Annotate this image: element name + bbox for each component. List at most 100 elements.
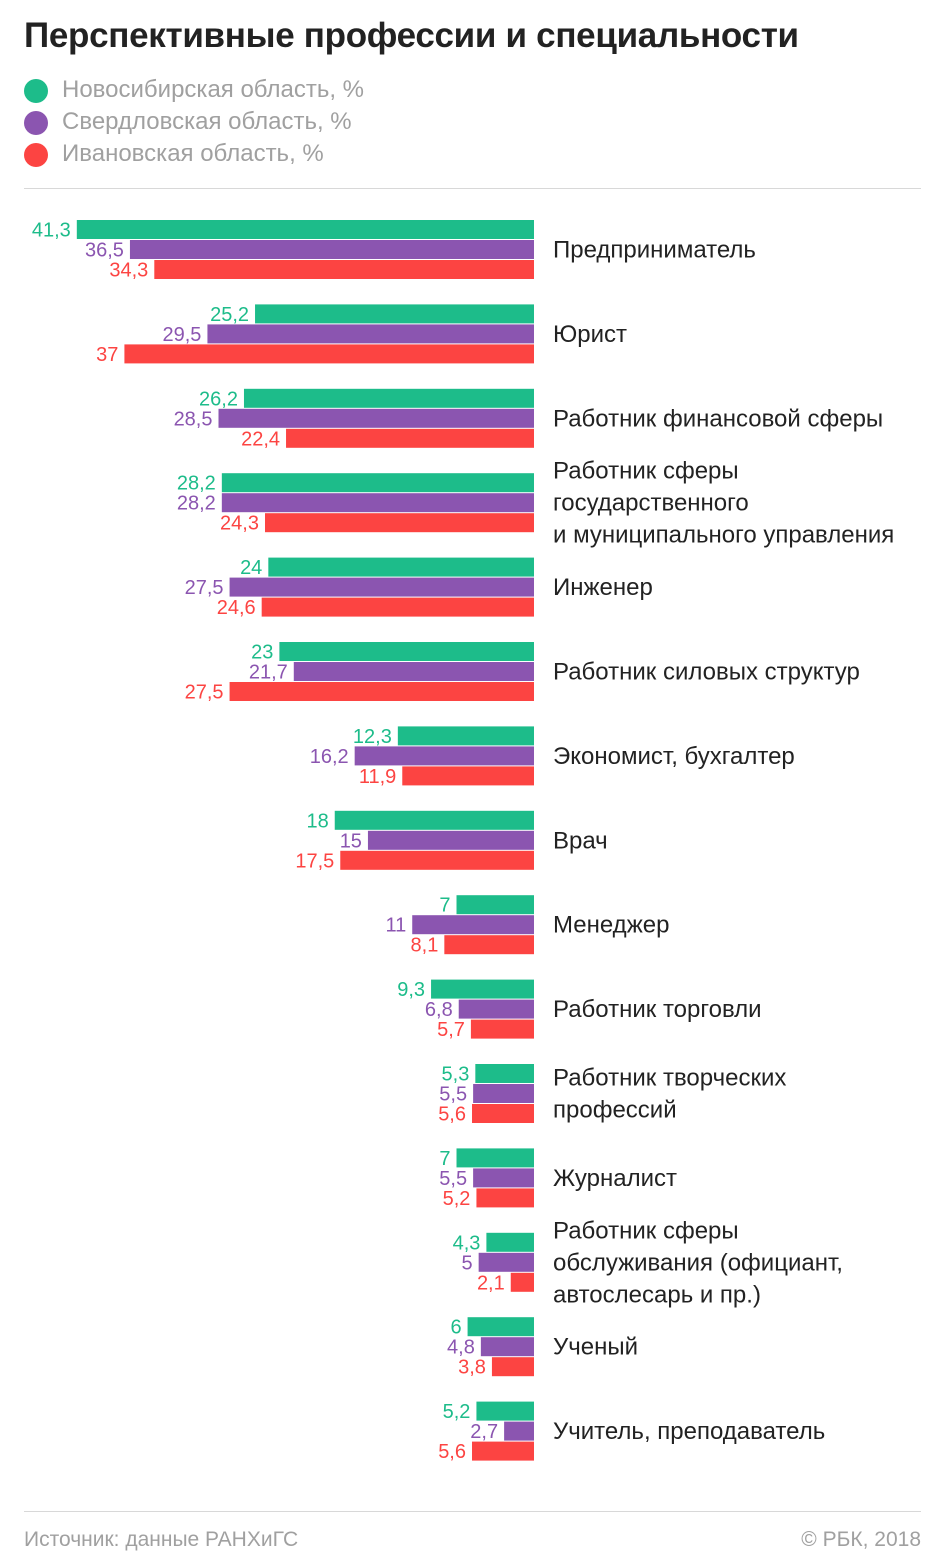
category-label: Инженер	[553, 574, 653, 601]
bar-ivanovo	[472, 1441, 534, 1461]
category-label-line: Журналист	[553, 1165, 677, 1192]
value-label-novosibirsk: 7	[439, 895, 450, 917]
value-label-ivanovo: 17,5	[295, 850, 334, 872]
bar-ivanovo	[229, 682, 534, 701]
bar-sverdlovsk	[218, 408, 534, 428]
value-label-novosibirsk: 7	[439, 1148, 450, 1170]
bar-novosibirsk	[76, 220, 535, 239]
value-label-sverdlovsk: 21,7	[249, 662, 288, 684]
source-note: Источник: данные РАНХиГС	[24, 1528, 299, 1551]
value-label-ivanovo: 5,6	[438, 1104, 466, 1126]
copyright: © РБК, 2018	[801, 1528, 921, 1551]
category-label-line: и муниципального управления	[553, 522, 894, 549]
value-label-ivanovo: 24,6	[217, 597, 256, 619]
bar-novosibirsk	[431, 979, 534, 999]
bar-sverdlovsk	[354, 746, 534, 766]
value-label-ivanovo: 5,6	[438, 1441, 466, 1463]
category-group: 9,36,85,7 Работник торговли	[397, 979, 761, 1041]
bar-sverdlovsk	[229, 577, 534, 597]
value-label-sverdlovsk: 16,2	[310, 746, 349, 768]
bar-ivanovo	[510, 1272, 534, 1292]
chart-title: Перспективные профессии и специальности	[24, 16, 799, 55]
category-label-line: Работник сферы	[553, 458, 739, 485]
bar-sverdlovsk	[473, 1084, 534, 1103]
category-label-line: профессий	[553, 1097, 677, 1124]
value-label-ivanovo: 24,3	[220, 513, 259, 535]
category-label: Врач	[553, 827, 608, 854]
value-label-sverdlovsk: 5	[462, 1252, 473, 1274]
bar-ivanovo	[154, 260, 534, 279]
value-label-ivanovo: 37	[96, 344, 118, 366]
category-group: 5,22,75,6 Учитель, преподаватель	[438, 1401, 825, 1463]
bar-ivanovo	[402, 766, 534, 786]
value-label-ivanovo: 5,7	[437, 1019, 465, 1041]
value-label-ivanovo: 2,1	[477, 1272, 505, 1294]
category-label-line: государственного	[553, 490, 749, 517]
value-label-sverdlovsk: 28,5	[174, 408, 213, 430]
category-label: Предприниматель	[553, 237, 756, 264]
bar-ivanovo	[261, 597, 534, 617]
value-label-sverdlovsk: 28,2	[177, 493, 216, 515]
category-label: Работник творческих профессий	[553, 1065, 786, 1124]
category-label: Работник сферы государственного и муниципа…	[553, 458, 894, 549]
category-group: 4,352,1 Работник сферы обслуживания (офици…	[453, 1217, 843, 1308]
category-label-line: Предприниматель	[553, 237, 756, 264]
value-label-ivanovo: 34,3	[109, 260, 148, 282]
category-label-line: Инженер	[553, 574, 653, 601]
value-label-sverdlovsk: 2,7	[470, 1421, 498, 1443]
bar-novosibirsk	[456, 895, 534, 915]
bar-ivanovo	[472, 1104, 534, 1123]
value-label-novosibirsk: 24	[240, 557, 262, 579]
category-label: Учитель, преподаватель	[553, 1418, 825, 1445]
value-label-sverdlovsk: 15	[340, 830, 362, 852]
value-label-novosibirsk: 18	[306, 810, 328, 832]
category-group: 41,3 36,534,3 Предприниматель	[32, 220, 756, 282]
bar-ivanovo	[124, 344, 534, 364]
value-label-sverdlovsk: 5,5	[439, 1168, 467, 1190]
bar-ivanovo	[264, 513, 534, 533]
legend-label-sverdlovsk: Свердловская область, %	[62, 108, 352, 135]
legend-label-novosibirsk: Новосибирская область, %	[62, 76, 364, 103]
value-label-ivanovo: 5,2	[443, 1188, 471, 1210]
bottom-divider	[24, 1511, 921, 1512]
category-label-line: Работник сферы	[553, 1217, 739, 1244]
category-label: Юрист	[553, 321, 627, 348]
bar-sverdlovsk	[458, 999, 534, 1019]
bar-ivanovo	[470, 1019, 534, 1039]
category-group: 5,35,55,6 Работник творческих профессий	[438, 1064, 786, 1126]
bar-ivanovo	[444, 935, 534, 955]
category-label: Работник сферы обслуживания (официант, авт…	[553, 1217, 843, 1308]
value-label-sverdlovsk: 5,5	[439, 1084, 467, 1106]
top-divider	[24, 188, 921, 189]
legend-label-ivanovo: Ивановская область, %	[62, 140, 324, 167]
bar-novosibirsk	[486, 1232, 534, 1252]
value-label-novosibirsk: 25,2	[210, 304, 249, 326]
category-group: 25,2 29,5 37 Юрист	[96, 304, 627, 366]
legend-dot-ivanovo	[24, 143, 48, 167]
value-label-ivanovo: 27,5	[185, 682, 224, 704]
value-label-novosibirsk: 23	[251, 642, 273, 664]
bar-ivanovo	[476, 1188, 534, 1208]
category-label-line: Ученый	[553, 1334, 638, 1361]
value-label-novosibirsk: 9,3	[397, 979, 425, 1001]
category-label: Работник торговли	[553, 996, 762, 1023]
value-label-novosibirsk: 6	[450, 1317, 461, 1339]
category-label-line: Учитель, преподаватель	[553, 1418, 825, 1445]
value-label-novosibirsk: 41,3	[32, 220, 71, 242]
value-label-sverdlovsk: 4,8	[447, 1337, 475, 1359]
bar-sverdlovsk	[293, 662, 534, 681]
value-label-sverdlovsk: 6,8	[425, 999, 453, 1021]
bar-ivanovo	[286, 428, 534, 448]
bar-novosibirsk	[255, 304, 534, 324]
bar-novosibirsk	[397, 726, 534, 746]
category-label-line: автослесарь и пр.)	[553, 1281, 761, 1308]
value-label-ivanovo: 22,4	[241, 428, 280, 450]
bar-sverdlovsk	[480, 1337, 534, 1357]
category-label: Экономист, бухгалтер	[553, 743, 795, 770]
value-label-sverdlovsk: 27,5	[185, 577, 224, 599]
category-label-line: Менеджер	[553, 912, 669, 939]
category-group: 18 15 17,5 Врач	[295, 810, 607, 872]
value-label-sverdlovsk: 29,5	[162, 324, 201, 346]
category-group: 64,83,8 Ученый	[447, 1317, 638, 1379]
